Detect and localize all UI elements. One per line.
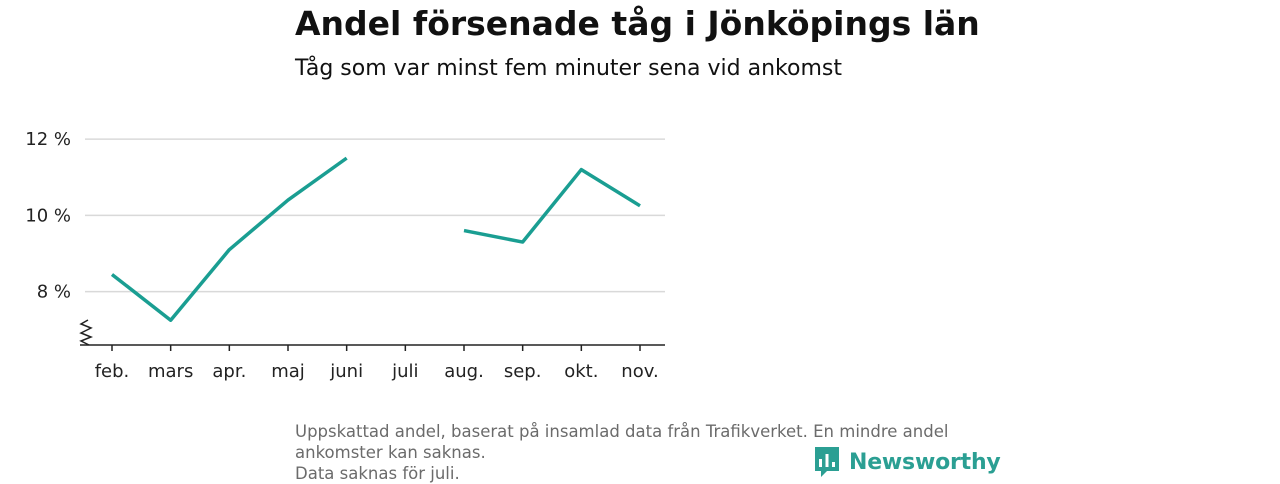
x-tick-label: feb.: [95, 361, 130, 382]
series-line: [464, 170, 640, 242]
x-tick-label: maj: [271, 361, 305, 382]
x-tick-label: aug.: [444, 361, 484, 382]
x-tick-label: apr.: [212, 361, 246, 382]
x-tick-label: okt.: [564, 361, 598, 382]
x-tick-label: juli: [391, 361, 418, 382]
x-tick-label: juni: [329, 361, 363, 382]
series-line: [112, 158, 347, 320]
y-tick-label: 12 %: [25, 129, 71, 150]
y-tick-label: 10 %: [25, 205, 71, 226]
y-axis-break-icon: [81, 320, 91, 345]
x-tick-label: sep.: [504, 361, 542, 382]
x-tick-label: nov.: [621, 361, 658, 382]
line-chart: 8 % 10 % 12 % feb. mars apr. maj juni juli aug. se…: [0, 0, 985, 480]
x-tick-label: mars: [148, 361, 193, 382]
y-tick-label: 8 %: [37, 282, 71, 303]
